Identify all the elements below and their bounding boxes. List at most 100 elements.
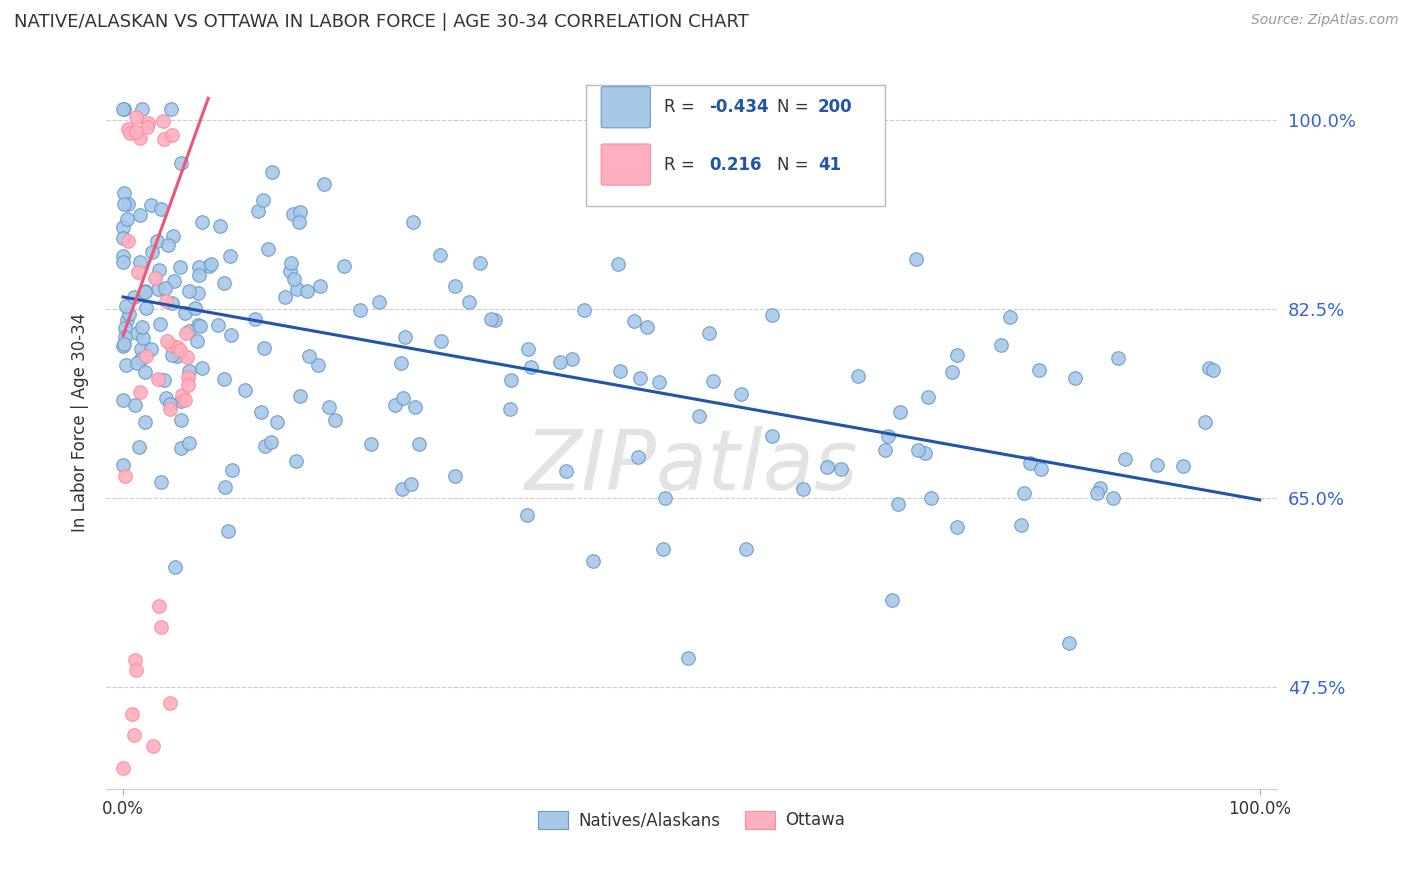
Point: [309, 278, 332, 293]
Point: [187, 318, 209, 332]
Point: [628, 370, 651, 384]
Point: [125, 356, 148, 370]
Point: [1202, 363, 1225, 377]
Point: [281, 207, 304, 221]
Text: 200: 200: [818, 98, 852, 116]
Point: [141, 245, 163, 260]
Point: [877, 428, 900, 442]
Point: [148, 262, 170, 277]
Point: [131, 320, 153, 334]
Point: [136, 116, 159, 130]
FancyBboxPatch shape: [586, 85, 884, 206]
Point: [1090, 482, 1112, 496]
Point: [125, 125, 148, 139]
Point: [112, 102, 135, 116]
Point: [307, 358, 329, 372]
Point: [188, 319, 211, 334]
Point: [607, 257, 630, 271]
Point: [160, 348, 183, 362]
Point: [156, 334, 179, 348]
Point: [1102, 491, 1125, 505]
Point: [1194, 415, 1216, 429]
Point: [318, 401, 340, 415]
Point: [889, 405, 911, 419]
Text: N =: N =: [776, 155, 808, 174]
Point: [295, 284, 318, 298]
Point: [280, 256, 302, 270]
Point: [112, 339, 135, 353]
Point: [169, 343, 191, 357]
Point: [219, 328, 242, 343]
Point: [186, 334, 208, 348]
Point: [946, 348, 969, 362]
Point: [1018, 456, 1040, 470]
Point: [519, 360, 541, 375]
Point: [112, 197, 135, 211]
Point: [212, 276, 235, 290]
Point: [262, 164, 284, 178]
Point: [128, 208, 150, 222]
Point: [1107, 351, 1129, 365]
Point: [166, 350, 188, 364]
Point: [134, 285, 156, 299]
Point: [177, 378, 200, 392]
Point: [169, 413, 191, 427]
Point: [246, 204, 269, 219]
Point: [314, 177, 336, 191]
Point: [134, 365, 156, 379]
Point: [280, 264, 302, 278]
Point: [458, 295, 481, 310]
Point: [1010, 518, 1032, 533]
Point: [114, 321, 136, 335]
Point: [887, 497, 910, 511]
Point: [198, 259, 221, 273]
Point: [499, 402, 522, 417]
Point: [581, 554, 603, 568]
Point: [792, 483, 814, 497]
Point: [114, 329, 136, 343]
Point: [143, 270, 166, 285]
Point: [111, 761, 134, 775]
Point: [124, 728, 146, 742]
Point: [160, 128, 183, 143]
Point: [128, 440, 150, 454]
Point: [730, 387, 752, 401]
Point: [1029, 462, 1052, 476]
Point: [917, 390, 939, 404]
Point: [609, 364, 631, 378]
Point: [112, 255, 135, 269]
Point: [125, 664, 148, 678]
Point: [155, 391, 177, 405]
Point: [654, 491, 676, 506]
Point: [761, 308, 783, 322]
Point: [149, 318, 172, 332]
Point: [349, 302, 371, 317]
Point: [115, 358, 138, 372]
Point: [207, 318, 229, 332]
Point: [401, 476, 423, 491]
Point: [1012, 486, 1035, 500]
Point: [1146, 458, 1168, 472]
Point: [221, 463, 243, 477]
Point: [429, 248, 451, 262]
Text: -0.434: -0.434: [709, 98, 769, 116]
Point: [384, 398, 406, 412]
Point: [288, 389, 311, 403]
Point: [125, 326, 148, 340]
Point: [284, 454, 307, 468]
Point: [367, 294, 389, 309]
Point: [1198, 361, 1220, 376]
FancyBboxPatch shape: [602, 87, 651, 128]
Point: [391, 482, 413, 496]
Point: [257, 242, 280, 256]
Point: [697, 326, 720, 340]
Point: [298, 349, 321, 363]
Point: [174, 306, 197, 320]
Point: [555, 464, 578, 478]
Point: [141, 198, 163, 212]
Point: [830, 462, 852, 476]
Text: 0.216: 0.216: [709, 155, 762, 174]
Point: [135, 301, 157, 315]
Point: [135, 349, 157, 363]
Point: [170, 155, 193, 169]
